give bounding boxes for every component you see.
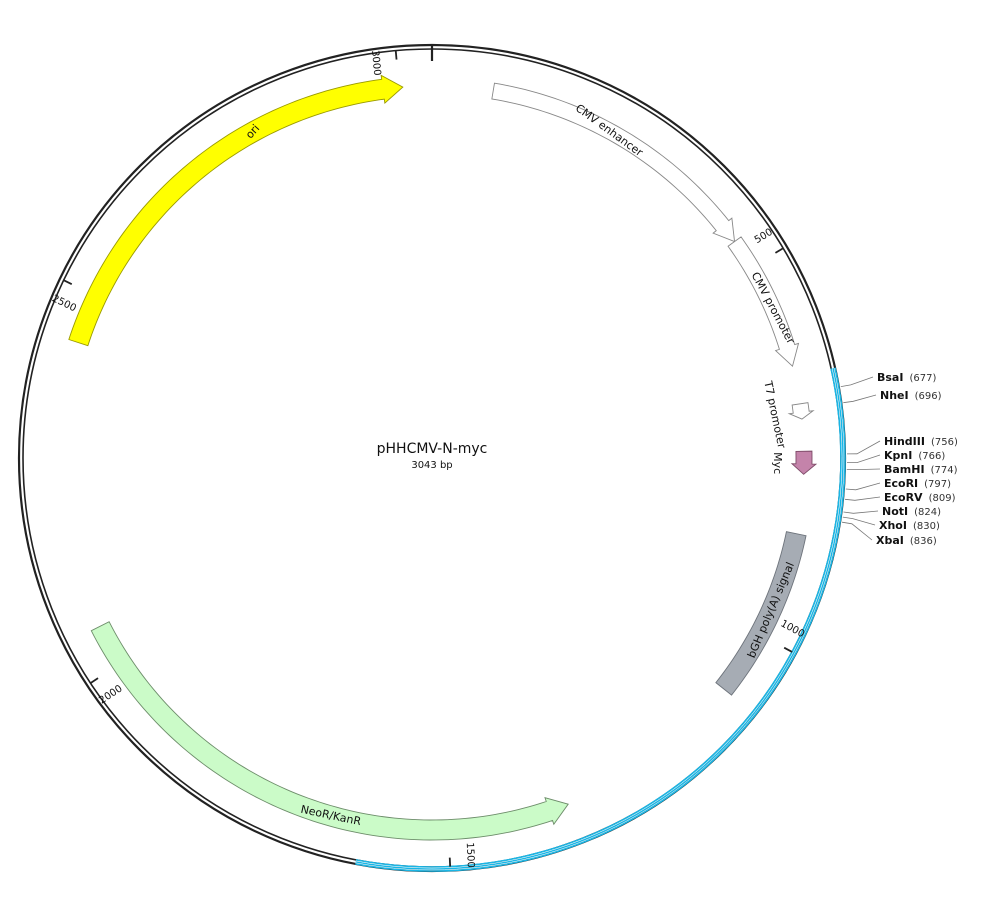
tick-label: 2500 (50, 293, 78, 314)
site-name: XbaI (876, 534, 904, 547)
feature-arrow-neor-kanr (90, 621, 569, 841)
site-leader-XhoI (842, 516, 876, 526)
feature-label-cmv-enhancer: CMV enhancer (573, 102, 646, 160)
site-position: (756) (931, 437, 958, 448)
site-leader-KpnI (846, 454, 881, 464)
tick-label: 1000 (779, 618, 807, 640)
backbone-strand-1 (22, 48, 842, 868)
site-leader-XbaI (841, 521, 873, 541)
feature-arrow-ori (68, 74, 404, 347)
site-label-NheI: NheI (696) (880, 389, 942, 402)
site-leader-NheI (843, 394, 877, 404)
tick-1000 (783, 646, 793, 653)
site-name: EcoRV (884, 491, 923, 504)
site-position: (809) (929, 493, 956, 504)
site-leader-EcoRI (845, 482, 881, 491)
site-label-EcoRV: EcoRV (809) (884, 491, 956, 504)
tick-2500 (63, 279, 73, 285)
site-name: KpnI (884, 449, 912, 462)
site-name: BsaI (877, 371, 903, 384)
site-label-BsaI: BsaI (677) (877, 371, 936, 384)
site-position: (696) (915, 391, 942, 402)
tick-label: 2000 (97, 683, 124, 706)
site-name: EcoRI (884, 477, 918, 490)
site-position: (797) (924, 479, 951, 490)
feature-arrow-myc (790, 450, 818, 475)
site-position: (766) (918, 451, 945, 462)
restriction-sites: BsaI (677)NheI (696)HindIII (756)KpnI (766)B… (840, 371, 958, 547)
site-position: (824) (914, 507, 941, 518)
site-label-XhoI: XhoI (830) (879, 519, 940, 532)
site-position: (830) (913, 521, 940, 532)
plasmid-center-label: pHHCMV-N-myc 3043 bp (377, 441, 488, 471)
feature-arrow-t7-promoter (787, 402, 815, 420)
site-position: (677) (909, 373, 936, 384)
site-leader-HindIII (846, 440, 881, 455)
feature-annotations: CMV enhancer CMV promoter T7 promoter Myc bG… (68, 74, 818, 841)
site-leader-EcoRV (844, 496, 881, 501)
site-label-EcoRI: EcoRI (797) (884, 477, 951, 490)
feature-arrow-cmv-promoter (727, 236, 800, 368)
site-leader-BamHI (846, 468, 881, 471)
tick-label: 3000 (369, 50, 382, 76)
insert-strand-2 (355, 367, 844, 870)
site-leader-BsaI (840, 376, 874, 387)
site-label-NotI: NotI (824) (882, 505, 941, 518)
insert-gap-1 (355, 368, 843, 869)
feature-label-myc: Myc (771, 452, 784, 474)
feature-label-bgh-polya: bGH poly(A) signal (745, 560, 797, 660)
tick-500 (774, 247, 784, 254)
tick-2000 (90, 677, 99, 684)
site-label-XbaI: XbaI (836) (876, 534, 937, 547)
feature-arrow-cmv-enhancer (491, 82, 736, 243)
site-name: HindIII (884, 435, 925, 448)
site-label-BamHI: BamHI (774) (884, 463, 958, 476)
site-name: NheI (880, 389, 909, 402)
site-name: XhoI (879, 519, 907, 532)
insert-strand-3 (355, 367, 846, 872)
feature-label-cmv-promoter: CMV promoter (749, 270, 798, 346)
site-label-KpnI: KpnI (766) (884, 449, 945, 462)
plasmid-name: pHHCMV-N-myc (377, 441, 488, 457)
tick-3000 (394, 50, 398, 60)
site-leader-NotI (843, 510, 879, 514)
site-name: BamHI (884, 463, 925, 476)
insert-region (355, 367, 846, 872)
site-name: NotI (882, 505, 908, 518)
plasmid-length: 3043 bp (411, 460, 452, 471)
site-label-HindIII: HindIII (756) (884, 435, 958, 448)
site-position: (774) (931, 465, 958, 476)
insert-gap-2 (355, 367, 845, 871)
tick-label: 1500 (464, 842, 476, 868)
insert-strand-1 (355, 368, 842, 868)
feature-label-t7-promoter: T7 promoter (761, 379, 788, 450)
feature-arrow-bgh-polya (715, 531, 807, 696)
site-position: (836) (910, 536, 937, 547)
